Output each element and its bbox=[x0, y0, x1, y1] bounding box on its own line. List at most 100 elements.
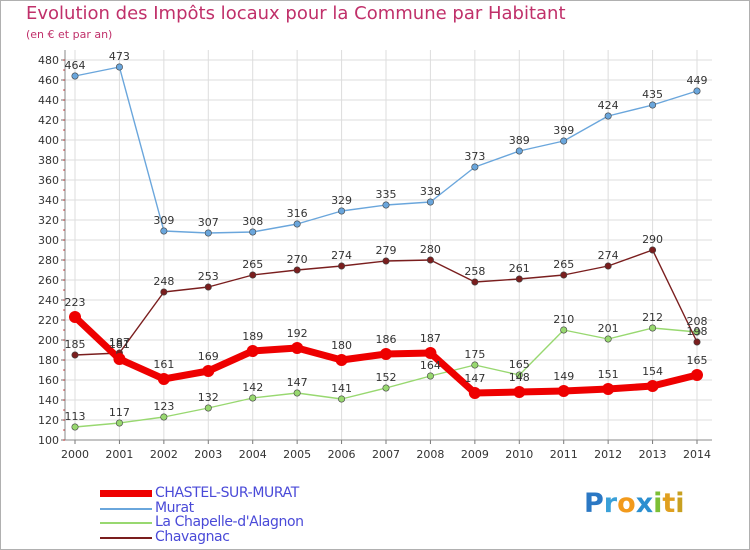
data-label: 141 bbox=[331, 382, 352, 395]
data-label: 117 bbox=[109, 406, 130, 419]
data-point bbox=[604, 112, 612, 120]
data-point bbox=[293, 389, 301, 397]
data-label: 258 bbox=[464, 265, 485, 278]
data-label: 192 bbox=[287, 327, 308, 340]
data-label: 187 bbox=[109, 336, 130, 349]
data-point bbox=[649, 324, 657, 332]
data-label: 189 bbox=[242, 330, 263, 343]
y-minor-tick bbox=[63, 389, 65, 391]
data-label: 265 bbox=[553, 258, 574, 271]
data-label: 274 bbox=[331, 249, 352, 262]
y-minor-tick bbox=[63, 359, 65, 361]
data-point bbox=[293, 266, 301, 274]
y-minor-tick bbox=[63, 289, 65, 291]
data-label: 464 bbox=[65, 59, 86, 72]
data-point bbox=[69, 311, 81, 323]
data-label: 307 bbox=[198, 216, 219, 229]
data-label: 149 bbox=[553, 370, 574, 383]
y-minor-tick bbox=[63, 329, 65, 331]
data-point bbox=[560, 271, 568, 279]
y-minor-tick bbox=[63, 79, 65, 81]
data-point bbox=[115, 419, 123, 427]
data-label: 399 bbox=[553, 124, 574, 137]
data-label: 210 bbox=[553, 313, 574, 326]
data-label: 186 bbox=[376, 333, 397, 346]
data-point bbox=[382, 257, 390, 265]
legend-swatch bbox=[100, 522, 152, 524]
y-tick-label: 140 bbox=[38, 394, 59, 407]
data-label: 165 bbox=[687, 354, 708, 367]
y-minor-tick bbox=[63, 419, 65, 421]
y-tick-label: 400 bbox=[38, 134, 59, 147]
data-label: 329 bbox=[331, 194, 352, 207]
y-tick-label: 200 bbox=[38, 334, 59, 347]
data-label: 152 bbox=[376, 371, 397, 384]
data-point bbox=[693, 87, 701, 95]
data-point bbox=[693, 328, 701, 336]
x-tick-label: 2002 bbox=[150, 448, 178, 461]
x-tick-label: 2012 bbox=[594, 448, 622, 461]
x-tick-label: 2009 bbox=[461, 448, 489, 461]
data-point bbox=[160, 413, 168, 421]
x-tick-label: 2007 bbox=[372, 448, 400, 461]
data-point bbox=[426, 198, 434, 206]
y-minor-tick bbox=[63, 139, 65, 141]
data-point bbox=[293, 220, 301, 228]
data-label: 274 bbox=[598, 249, 619, 262]
y-minor-tick bbox=[63, 119, 65, 121]
data-point bbox=[426, 256, 434, 264]
y-tick-label: 120 bbox=[38, 414, 59, 427]
data-label: 154 bbox=[642, 365, 663, 378]
data-label: 248 bbox=[153, 275, 174, 288]
data-label: 265 bbox=[242, 258, 263, 271]
legend-label: Chavagnac bbox=[155, 528, 230, 545]
y-tick-label: 100 bbox=[38, 434, 59, 447]
y-minor-tick bbox=[63, 129, 65, 131]
x-tick-label: 2006 bbox=[328, 448, 356, 461]
data-labels: 464 473 309 307 308 316 329 335 338 373 389 399 424 4… bbox=[65, 50, 708, 423]
data-label: 113 bbox=[65, 410, 86, 423]
y-minor-tick bbox=[63, 159, 65, 161]
data-label: 147 bbox=[287, 376, 308, 389]
y-minor-tick bbox=[63, 99, 65, 101]
y-minor-tick bbox=[63, 109, 65, 111]
data-label: 308 bbox=[242, 215, 263, 228]
y-minor-tick bbox=[63, 209, 65, 211]
data-label: 132 bbox=[198, 391, 219, 404]
chart-title: Evolution des Impôts locaux pour la Comm… bbox=[26, 3, 566, 24]
data-label: 180 bbox=[331, 339, 352, 352]
y-tick-label: 160 bbox=[38, 374, 59, 387]
data-label: 169 bbox=[198, 350, 219, 363]
y-tick-label: 240 bbox=[38, 294, 59, 307]
data-label: 198 bbox=[687, 325, 708, 338]
y-tick-label: 220 bbox=[38, 314, 59, 327]
data-label: 270 bbox=[287, 253, 308, 266]
x-tick-label: 2008 bbox=[416, 448, 444, 461]
data-point bbox=[515, 275, 523, 283]
y-minor-tick bbox=[63, 199, 65, 201]
y-tick-label: 440 bbox=[38, 94, 59, 107]
y-minor-tick bbox=[63, 229, 65, 231]
y-minor-tick bbox=[63, 399, 65, 401]
y-minor-tick bbox=[63, 279, 65, 281]
data-point bbox=[515, 371, 523, 379]
data-point bbox=[338, 207, 346, 215]
data-point bbox=[338, 395, 346, 403]
data-label: 187 bbox=[420, 332, 441, 345]
data-point bbox=[515, 147, 523, 155]
data-label: 280 bbox=[420, 243, 441, 256]
data-point bbox=[335, 354, 348, 366]
data-label: 449 bbox=[687, 74, 708, 87]
data-label: 338 bbox=[420, 185, 441, 198]
y-minor-tick bbox=[63, 439, 65, 441]
x-tick-label: 2013 bbox=[639, 448, 667, 461]
y-tick-label: 480 bbox=[38, 54, 59, 67]
y-minor-tick bbox=[63, 69, 65, 71]
y-minor-tick bbox=[63, 59, 65, 61]
data-point bbox=[160, 227, 168, 235]
series-markers bbox=[69, 63, 703, 431]
data-point bbox=[202, 365, 215, 377]
legend-swatch bbox=[100, 490, 152, 497]
legend-label: La Chapelle-d'Alagnon bbox=[155, 514, 304, 530]
